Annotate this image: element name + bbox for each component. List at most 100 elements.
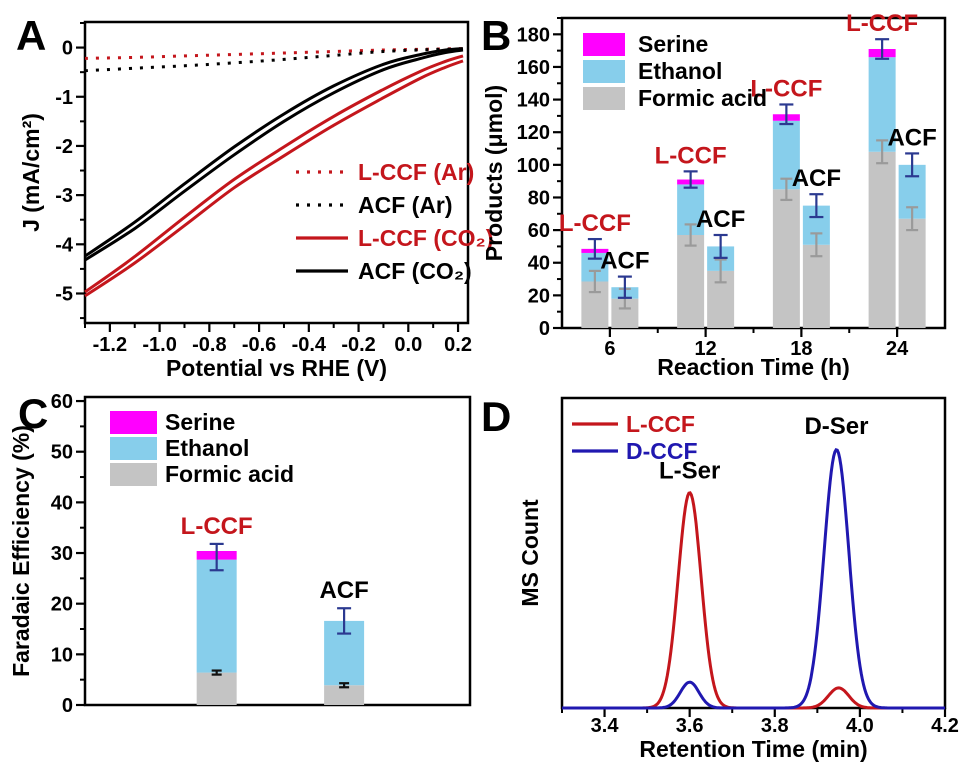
y-tick-label: 160 (517, 57, 550, 79)
annotation-l-ccf: L-CCF (655, 142, 727, 169)
panel-b-chart: 0 20 40 60 80 100 120 140 160 180 6 12 18 24 Reaction … (481, 10, 947, 380)
y-tick-label: 10 (51, 644, 73, 666)
annotation-acf: ACF (319, 577, 368, 604)
legend-label-acf-co: ACF (CO₂) (358, 258, 472, 284)
y-tick-label: 20 (51, 594, 73, 616)
annotation-l-ccf: L-CCF (181, 513, 253, 540)
y-tick-label: 40 (51, 492, 73, 514)
bar-l-ccf-12h-formic (677, 235, 705, 328)
x-tick-label: 12 (695, 338, 717, 360)
legend-swatch-serine (583, 33, 625, 56)
panel-letter-b: B (481, 12, 512, 59)
legend-swatch-serine (110, 411, 157, 434)
y-tick-label: 60 (528, 220, 550, 242)
x-tick-label: 4.0 (846, 715, 874, 737)
x-tick-label: 0.0 (394, 334, 422, 356)
y-tick-label: 180 (517, 24, 550, 46)
annotation-acf: ACF (887, 124, 936, 151)
annotation-l-ccf: L-CCF (750, 75, 822, 102)
x-axis-title: Potential vs RHE (V) (166, 355, 387, 381)
y-tick-label: 20 (528, 285, 550, 307)
legend-label-ethanol: Ethanol (165, 435, 249, 461)
bar-l-ccf-ethanol (196, 559, 237, 673)
legend-label-serine: Serine (165, 409, 235, 435)
legend-swatch-formic-acid (583, 87, 625, 110)
y-tick-label: -2 (55, 136, 73, 158)
y-tick-label: -3 (55, 185, 73, 207)
bar-acf-formic (324, 685, 365, 705)
y-axis-title: Products (μmol) (481, 85, 507, 261)
legend-swatch-formic-acid (110, 463, 157, 486)
x-tick-label: -0.8 (192, 334, 226, 356)
y-tick-label: 0 (62, 38, 73, 60)
y-tick-label: 40 (528, 253, 550, 275)
legend-swatch-ethanol (110, 437, 157, 460)
x-tick-label: -0.2 (341, 334, 375, 356)
y-tick-label: -5 (55, 283, 73, 305)
legend-label-formic-acid: Formic acid (638, 85, 767, 111)
annotation-l-ser: L-Ser (659, 457, 720, 484)
x-tick-label: 24 (886, 338, 909, 360)
plot-area-border (83, 20, 470, 325)
bar-acf-18h-formic (802, 244, 830, 328)
legend-label-l-ccf-co: L-CCF (CO₂) (358, 225, 493, 251)
bar-acf-24h-formic (898, 218, 926, 328)
annotation-l-ccf: L-CCF (846, 10, 918, 37)
annotation-acf: ACF (792, 165, 841, 192)
bar-l-ccf-24h-formic (868, 151, 896, 328)
annotation-d-ser: D-Ser (804, 413, 868, 440)
x-axis-title: Reaction Time (h) (657, 354, 850, 380)
legend-label-ethanol: Ethanol (638, 58, 722, 84)
y-tick-label: 60 (51, 391, 73, 413)
y-tick-label: 30 (51, 543, 73, 565)
y-axis-title: J (mA/cm²) (18, 113, 44, 232)
panel-a-chart: -1.2 -1.0 -0.8 -0.6 -0.4 -0.2 0.0 0.2 0 -1 -2 -3 -4 -… (18, 20, 493, 381)
annotation-l-ccf: L-CCF (559, 210, 631, 237)
bar-l-ccf-18h-formic (772, 189, 800, 328)
x-tick-label: 3.4 (591, 715, 620, 737)
y-tick-label: -1 (55, 87, 73, 109)
series-line-d-ccf (562, 447, 945, 710)
series-line-acf-ar (84, 47, 469, 73)
annotation-acf: ACF (600, 248, 649, 275)
y-tick-label: 50 (51, 442, 73, 464)
panel-d-chart: 3.4 3.6 3.8 4.0 4.2 Retention Time (min) MS Co… (517, 396, 959, 762)
legend: L-CCF (Ar) ACF (Ar) L-CCF (CO₂) ACF (CO₂) (296, 159, 493, 284)
y-tick-label: 140 (517, 90, 550, 112)
x-tick-label: 4.2 (931, 715, 959, 737)
x-tick-label: -0.4 (292, 334, 327, 356)
panel-letter-c: C (18, 390, 49, 437)
x-tick-label: 6 (604, 338, 615, 360)
legend-label-l-ccf-ar: L-CCF (Ar) (358, 159, 474, 185)
legend-label-formic-acid: Formic acid (165, 461, 294, 487)
y-axis-title: Faradaic Efficiency (%) (8, 425, 34, 677)
series-line-l-ccf-ar (84, 47, 469, 60)
x-tick-label: -1.2 (93, 334, 127, 356)
legend-swatch-ethanol (583, 60, 625, 83)
x-tick-label: -0.6 (242, 334, 276, 356)
x-axis-title: Retention Time (min) (639, 736, 867, 762)
panel-letter-a: A (16, 12, 47, 59)
x-tick-label: -1.0 (142, 334, 176, 356)
panel-letter-d: D (481, 393, 512, 440)
legend-label-serine: Serine (638, 31, 708, 57)
bar-l-ccf-formic (196, 672, 237, 705)
bar-l-ccf-24h-ethanol (868, 57, 896, 152)
y-tick-label: 120 (517, 122, 550, 144)
x-tick-label: 0.2 (444, 334, 472, 356)
series-line-acf-co (84, 47, 464, 258)
annotation-acf: ACF (696, 206, 745, 233)
series-line-acf-co (84, 48, 464, 262)
series-line-l-ccf-co (84, 59, 464, 298)
y-tick-label: 100 (517, 155, 550, 177)
y-tick-label: -4 (55, 234, 74, 256)
x-tick-label: 3.6 (676, 715, 704, 737)
y-tick-label: 80 (528, 187, 550, 209)
plot-area-border (560, 396, 947, 710)
y-tick-label: 0 (539, 318, 550, 340)
